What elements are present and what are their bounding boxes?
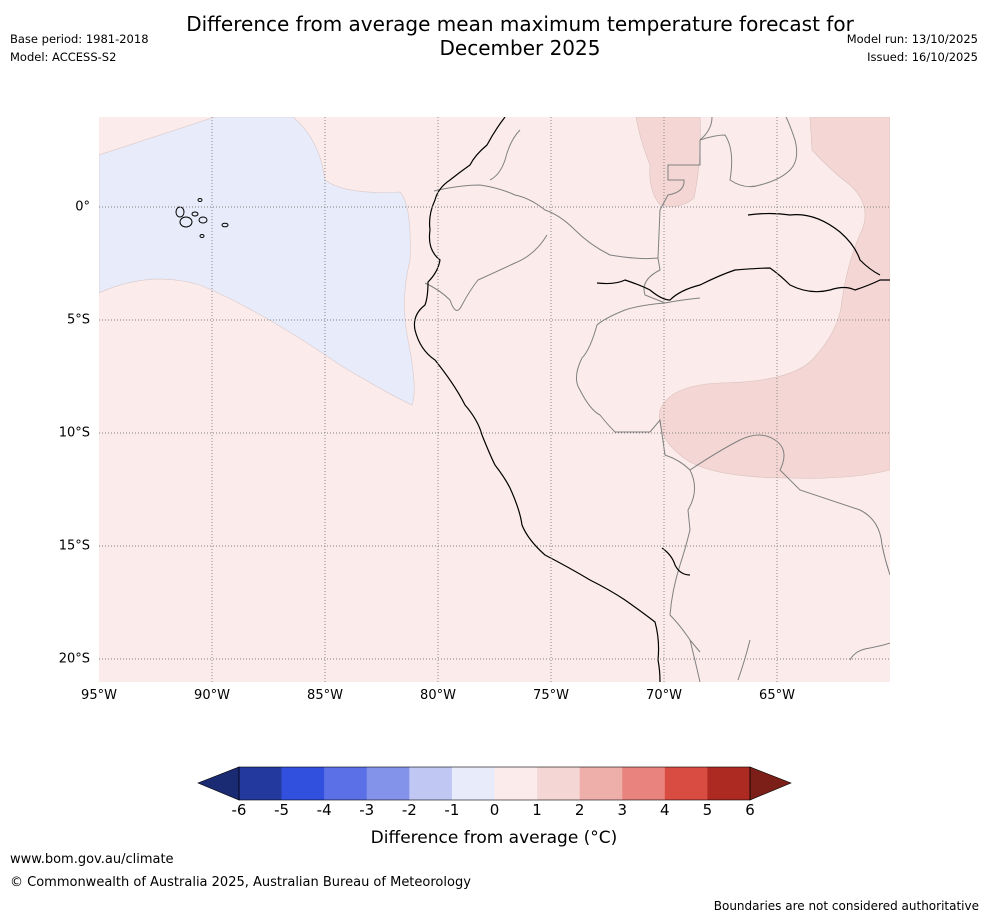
y-tick-5s: 5°S (66, 312, 90, 328)
colorbar-cell (409, 767, 453, 800)
title-line-2: December 2025 (439, 36, 601, 60)
title-line-1: Difference from average mean maximum tem… (186, 12, 854, 36)
colorbar-cell (622, 767, 666, 800)
base-period: Base period: 1981-2018 (10, 32, 149, 46)
colorbar-cell (281, 767, 325, 800)
y-tick-15s: 15°S (58, 538, 90, 554)
model-run: Model run: 13/10/2025 (846, 32, 978, 46)
colorbar-tick-label: 4 (660, 801, 670, 819)
graticule (99, 117, 890, 682)
left-metadata: Base period: 1981-2018 Model: ACCESS-S2 (10, 30, 149, 66)
colorbar-tick-label: -2 (401, 801, 417, 819)
colorbar-over-arrow (749, 766, 792, 801)
footer-disclaimer: Boundaries are not considered authoritat… (713, 899, 979, 913)
colorbar-tick-label: -3 (359, 801, 375, 819)
colorbar-cell (537, 767, 580, 800)
right-metadata: Model run: 13/10/2025 Issued: 16/10/2025 (847, 30, 978, 66)
colorbar-tick-label: -6 (231, 801, 247, 819)
country-borders (424, 117, 890, 682)
model-name: Model: ACCESS-S2 (10, 50, 117, 64)
y-tick-10s: 10°S (58, 425, 90, 441)
x-tick-90w: 90°W (194, 688, 230, 703)
colorbar-tick-label: -1 (444, 801, 460, 819)
x-tick-65w: 65°W (759, 688, 795, 703)
colorbar-cell (494, 767, 538, 800)
colorbar-cell (239, 767, 282, 800)
colorbar-tick-label: 1 (532, 801, 542, 819)
colorbar-title: Difference from average (°C) (370, 828, 618, 848)
issued-date: Issued: 16/10/2025 (867, 50, 978, 64)
colorbar-cell (579, 767, 623, 800)
colorbar-tick-label: -4 (316, 801, 332, 819)
colorbar-frame (238, 766, 751, 801)
colorbar-tick-label: 2 (574, 801, 585, 819)
footer-copyright: © Commonwealth of Australia 2025, Austra… (10, 875, 471, 890)
colorbar (197, 766, 792, 801)
footer-url: www.bom.gov.au/climate (10, 852, 174, 867)
colorbar-tick-label: 5 (702, 801, 713, 819)
cool-anomaly-region (99, 117, 415, 406)
colorbar-tick-label: 6 (745, 801, 755, 819)
x-tick-75w: 75°W (533, 688, 569, 703)
colorbar-cell (664, 767, 708, 800)
colorbar-cell (451, 767, 495, 800)
map-title: Difference from average mean maximum tem… (0, 12, 988, 60)
y-tick-0: 0° (75, 199, 90, 215)
colorbar-tick-label: 0 (489, 801, 500, 819)
x-tick-70w: 70°W (646, 688, 682, 703)
warm-anomaly-east (659, 117, 890, 479)
colorbar-under-arrow (197, 766, 240, 801)
colorbar-cell (324, 767, 368, 800)
map-plot-area (99, 117, 890, 682)
x-tick-80w: 80°W (420, 688, 456, 703)
colorbar-cell (707, 767, 751, 800)
coastline (413, 117, 890, 682)
x-tick-85w: 85°W (307, 688, 343, 703)
x-tick-95w: 95°W (81, 688, 117, 703)
colorbar-cell (366, 767, 410, 800)
colorbar-tick-label: 3 (617, 801, 628, 819)
colorbar-tick-label: -5 (274, 801, 290, 819)
y-tick-20s: 20°S (58, 651, 90, 667)
